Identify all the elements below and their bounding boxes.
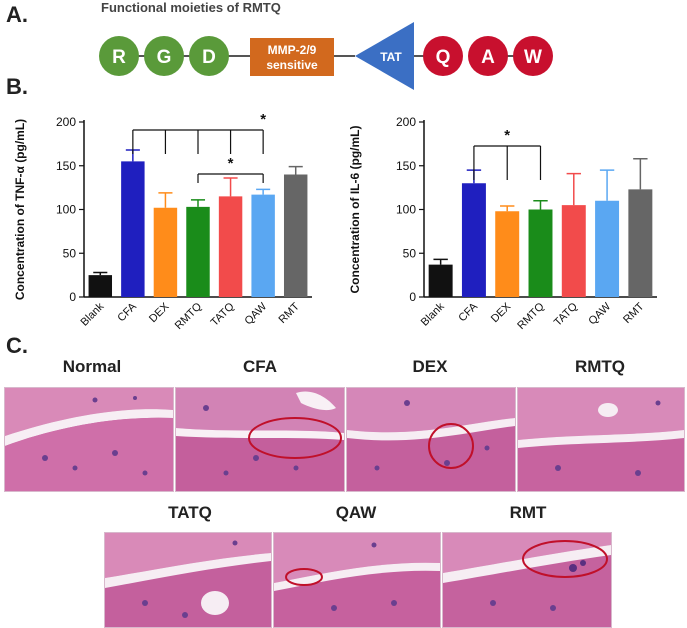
peptide-schematic: R G D MMP-2/9 sensitive TAT Q A W	[99, 22, 553, 90]
panel-c-letter: C.	[6, 333, 28, 358]
x-tick-label: RMT	[621, 300, 647, 326]
y-tick-label: 100	[56, 203, 76, 217]
svg-text:W: W	[524, 47, 542, 68]
x-tick-label: TATQ	[209, 300, 237, 328]
bar-qaw	[595, 200, 620, 297]
residue-d: D	[189, 36, 229, 76]
il6-chart: 0 50 100 150 200 Concentration of IL-6 (pg/mL…	[348, 115, 657, 332]
svg-text:MMP-2/9: MMP-2/9	[268, 43, 317, 57]
sig-star: *	[504, 127, 510, 144]
y-tick-label: 100	[396, 203, 416, 217]
bar-blank	[428, 264, 453, 297]
panel-b-letter: B.	[6, 74, 28, 99]
micrograph-qaw	[273, 532, 441, 628]
panel-a-letter: A.	[6, 2, 28, 27]
bar-blank	[88, 275, 113, 297]
micro-label-rmt: RMT	[509, 503, 547, 522]
bar-rmt	[283, 174, 308, 297]
x-tick-label: DEX	[147, 300, 172, 325]
x-tick-label: CFA	[456, 300, 480, 324]
y-tick-label: 200	[396, 115, 416, 129]
y-tick-label: 0	[69, 290, 76, 304]
bar-qaw	[251, 194, 275, 297]
x-tick-label: RMTQ	[515, 300, 547, 332]
tat-triangle: TAT	[355, 22, 414, 90]
micro-label-dex: DEX	[412, 357, 448, 376]
sig-star: *	[228, 155, 234, 172]
bar-dex	[495, 211, 520, 297]
micrograph-rmtq	[517, 387, 685, 492]
sig-star: *	[260, 111, 266, 128]
y-tick-label: 0	[409, 290, 416, 304]
micro-label-qaw: QAW	[335, 503, 377, 522]
micrograph-rmt	[442, 532, 612, 628]
residue-w: W	[513, 36, 553, 76]
panel-a-title: Functional moieties of RMTQ	[101, 0, 281, 15]
residue-r: R	[99, 36, 139, 76]
x-tick-label: QAW	[586, 300, 613, 327]
bar-tatq	[218, 196, 243, 297]
x-tick-label: CFA	[115, 300, 139, 324]
bar-rmt	[628, 189, 653, 297]
residue-a: A	[468, 36, 508, 76]
micrograph-dex	[346, 387, 516, 492]
bar-tatq	[561, 205, 586, 297]
y-tick-label: 50	[63, 246, 77, 260]
bar-cfa	[121, 161, 145, 297]
svg-text:G: G	[157, 47, 172, 68]
x-tick-label: TATQ	[552, 300, 580, 328]
tnf-alpha-chart: 0 50 100 150 200 Concentration of TNF-α (pg/m…	[13, 111, 312, 332]
svg-text:R: R	[112, 47, 126, 68]
residue-g: G	[144, 36, 184, 76]
micro-label-normal: Normal	[62, 357, 122, 376]
y-axis-label: Concentration of TNF-α (pg/mL)	[13, 119, 27, 300]
micro-label-tatq: TATQ	[168, 503, 212, 522]
y-tick-label: 150	[56, 159, 76, 173]
x-tick-label: RMTQ	[173, 300, 205, 332]
bar-dex	[153, 207, 178, 297]
bar-rmtq	[186, 206, 210, 297]
svg-text:TAT: TAT	[380, 50, 402, 64]
y-axis-label: Concentration of IL-6 (pg/mL)	[348, 126, 362, 294]
micrograph-normal	[4, 387, 174, 492]
bar-cfa	[461, 183, 486, 297]
svg-text:Q: Q	[436, 47, 451, 68]
y-tick-label: 50	[403, 246, 417, 260]
micrograph-tatq	[104, 532, 272, 628]
svg-text:sensitive: sensitive	[266, 58, 318, 72]
x-tick-label: Blank	[78, 300, 106, 328]
y-tick-label: 150	[396, 159, 416, 173]
y-tick-label: 200	[56, 115, 76, 129]
x-tick-label: DEX	[489, 300, 514, 325]
x-tick-label: QAW	[242, 300, 269, 327]
x-tick-label: RMT	[277, 300, 303, 326]
svg-text:D: D	[202, 47, 216, 68]
mmp-linker-box: MMP-2/9 sensitive	[250, 38, 334, 76]
residue-q: Q	[423, 36, 463, 76]
micro-label-rmtq: RMTQ	[574, 357, 626, 376]
micro-label-cfa: CFA	[243, 357, 277, 376]
micrograph-cfa	[175, 387, 345, 492]
x-tick-label: Blank	[419, 300, 447, 328]
svg-text:A: A	[481, 47, 495, 68]
bar-rmtq	[528, 209, 553, 297]
